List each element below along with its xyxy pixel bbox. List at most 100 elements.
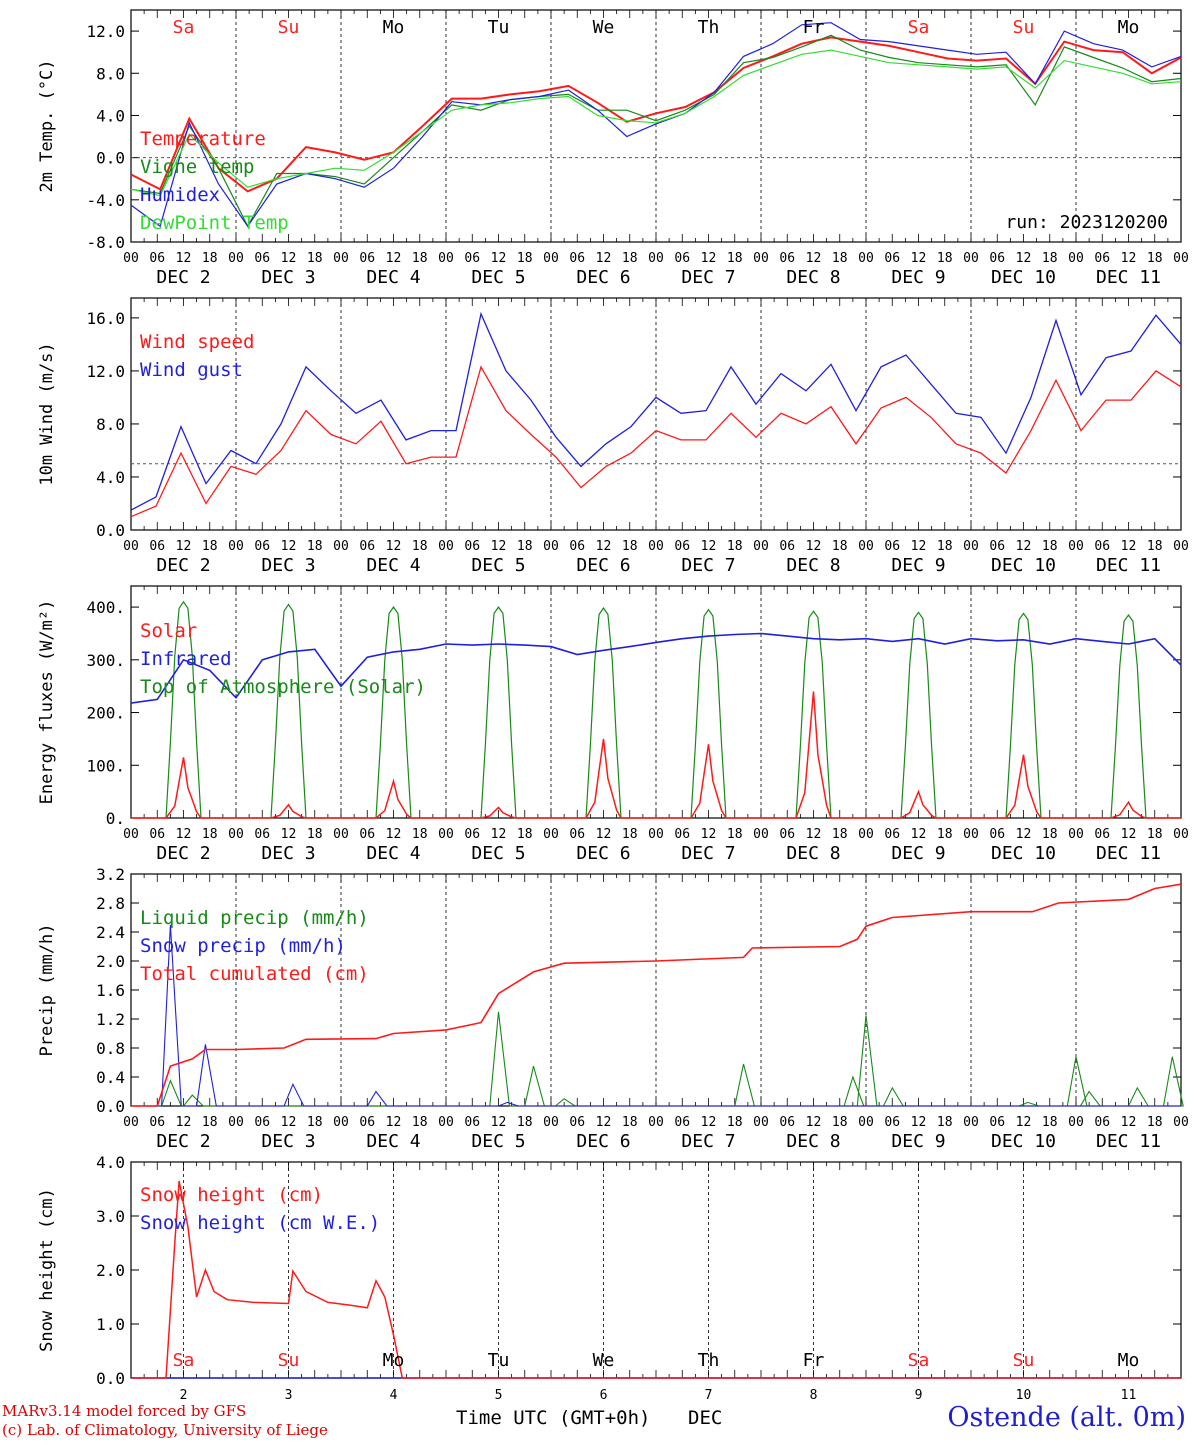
- date-label: DEC 4: [366, 1131, 420, 1152]
- hour-tick-label: 00: [1068, 1115, 1084, 1130]
- day-number-label: 3: [285, 1388, 293, 1403]
- weekday-label: Sa: [173, 17, 195, 38]
- y-tick-label: 2.8: [96, 894, 125, 913]
- date-label: DEC 4: [366, 267, 420, 288]
- day-number-label: 2: [180, 1388, 188, 1403]
- day-number-label: 10: [1016, 1388, 1032, 1403]
- hour-tick-label: 00: [1173, 827, 1189, 842]
- liquid-precip-series: [131, 1011, 1184, 1107]
- hour-tick-label: 00: [858, 827, 874, 842]
- hour-tick-label: 00: [648, 251, 664, 266]
- weekday-label: Su: [1013, 1350, 1035, 1371]
- hour-tick-label: 06: [569, 251, 585, 266]
- date-label: DEC 11: [1096, 267, 1161, 288]
- date-label: DEC 2: [156, 1131, 210, 1152]
- temp-series-dewpoint-temp: [130, 49, 1182, 197]
- hour-tick-label: 18: [202, 539, 218, 554]
- date-label: DEC 6: [576, 843, 630, 864]
- date-label: DEC 6: [576, 267, 630, 288]
- y-tick-label: 12.0: [86, 362, 125, 381]
- hour-tick-label: 06: [674, 251, 690, 266]
- hour-tick-label: 18: [832, 539, 848, 554]
- y-tick-label: 2.0: [96, 952, 125, 971]
- hour-tick-label: 06: [674, 827, 690, 842]
- hour-tick-label: 18: [517, 827, 533, 842]
- weekday-label: Mo: [383, 1350, 405, 1371]
- hour-tick-label: 12: [596, 251, 612, 266]
- hour-tick-label: 18: [832, 827, 848, 842]
- date-label: DEC 2: [156, 843, 210, 864]
- hour-tick-label: 06: [569, 539, 585, 554]
- date-label: DEC 11: [1096, 843, 1161, 864]
- hour-tick-label: 18: [517, 1115, 533, 1130]
- hour-tick-label: 00: [333, 251, 349, 266]
- weekday-label: Su: [278, 1350, 300, 1371]
- date-label: DEC 10: [991, 267, 1056, 288]
- weekday-label: Mo: [383, 17, 405, 38]
- hour-tick-label: 18: [727, 1115, 743, 1130]
- hour-tick-label: 12: [1016, 1115, 1032, 1130]
- date-label: DEC 10: [991, 843, 1056, 864]
- legend-entry: Wind speed: [140, 331, 254, 353]
- hour-tick-label: 06: [464, 827, 480, 842]
- hour-tick-label: 18: [412, 827, 428, 842]
- hour-tick-label: 06: [464, 539, 480, 554]
- hour-tick-label: 06: [359, 1115, 375, 1130]
- hour-tick-label: 06: [254, 251, 270, 266]
- hour-tick-label: 12: [806, 827, 822, 842]
- hour-tick-label: 06: [989, 827, 1005, 842]
- hour-tick-label: 18: [412, 539, 428, 554]
- legend-entry: Temperature: [140, 128, 266, 150]
- hour-tick-label: 12: [911, 539, 927, 554]
- hour-tick-label: 00: [753, 539, 769, 554]
- day-number-label: 4: [390, 1388, 398, 1403]
- hour-tick-label: 18: [1147, 827, 1163, 842]
- weekday-label: Fr: [803, 17, 825, 38]
- legend-entry: Total cumulated (cm): [140, 963, 369, 985]
- y-tick-label: 4.0: [96, 468, 125, 487]
- hour-tick-label: 00: [333, 827, 349, 842]
- hour-tick-label: 06: [359, 539, 375, 554]
- hour-tick-label: 18: [307, 251, 323, 266]
- hour-tick-label: 12: [386, 1115, 402, 1130]
- infrared-series: [130, 632, 1182, 704]
- hour-tick-label: 12: [281, 251, 297, 266]
- date-label: DEC 8: [786, 555, 840, 576]
- hour-tick-label: 00: [228, 1115, 244, 1130]
- y-axis-label: 10m Wind (m/s): [37, 342, 57, 485]
- date-label: DEC 6: [576, 1131, 630, 1152]
- hour-tick-label: 12: [491, 251, 507, 266]
- weekday-label: Sa: [908, 1350, 930, 1371]
- hour-tick-label: 00: [753, 251, 769, 266]
- date-label: DEC 7: [681, 843, 735, 864]
- y-tick-label: 300.: [86, 651, 125, 670]
- legend-entry: Snow precip (mm/h): [140, 935, 346, 957]
- hour-tick-label: 00: [543, 539, 559, 554]
- date-label: DEC 3: [261, 843, 315, 864]
- hour-tick-label: 18: [1042, 251, 1058, 266]
- legend-entry: DewPoint Temp: [140, 212, 289, 234]
- legend-entry: Snow height (cm W.E.): [140, 1212, 380, 1234]
- y-tick-label: 2.4: [96, 923, 125, 942]
- hour-tick-label: 00: [228, 251, 244, 266]
- station-name: Ostende (alt. 0m): [947, 1402, 1186, 1433]
- y-tick-label: 1.6: [96, 981, 125, 1000]
- date-label: DEC 9: [891, 555, 945, 576]
- hour-tick-label: 06: [464, 251, 480, 266]
- wind-series-wind-gust: [130, 311, 1182, 511]
- hour-tick-label: 18: [412, 1115, 428, 1130]
- y-tick-label: 8.0: [96, 415, 125, 434]
- hour-tick-label: 06: [149, 827, 165, 842]
- hour-tick-label: 06: [674, 539, 690, 554]
- date-label: DEC 8: [786, 843, 840, 864]
- y-tick-label: 0.8: [96, 1039, 125, 1058]
- hour-tick-label: 12: [281, 827, 297, 842]
- date-label: DEC 10: [991, 555, 1056, 576]
- weekday-label: Th: [698, 17, 720, 38]
- x-axis-month: DEC: [688, 1407, 722, 1429]
- run-label: run: 2023120200: [1005, 212, 1168, 233]
- date-label: DEC 7: [681, 1131, 735, 1152]
- hour-tick-label: 00: [123, 1115, 139, 1130]
- hour-tick-label: 06: [674, 1115, 690, 1130]
